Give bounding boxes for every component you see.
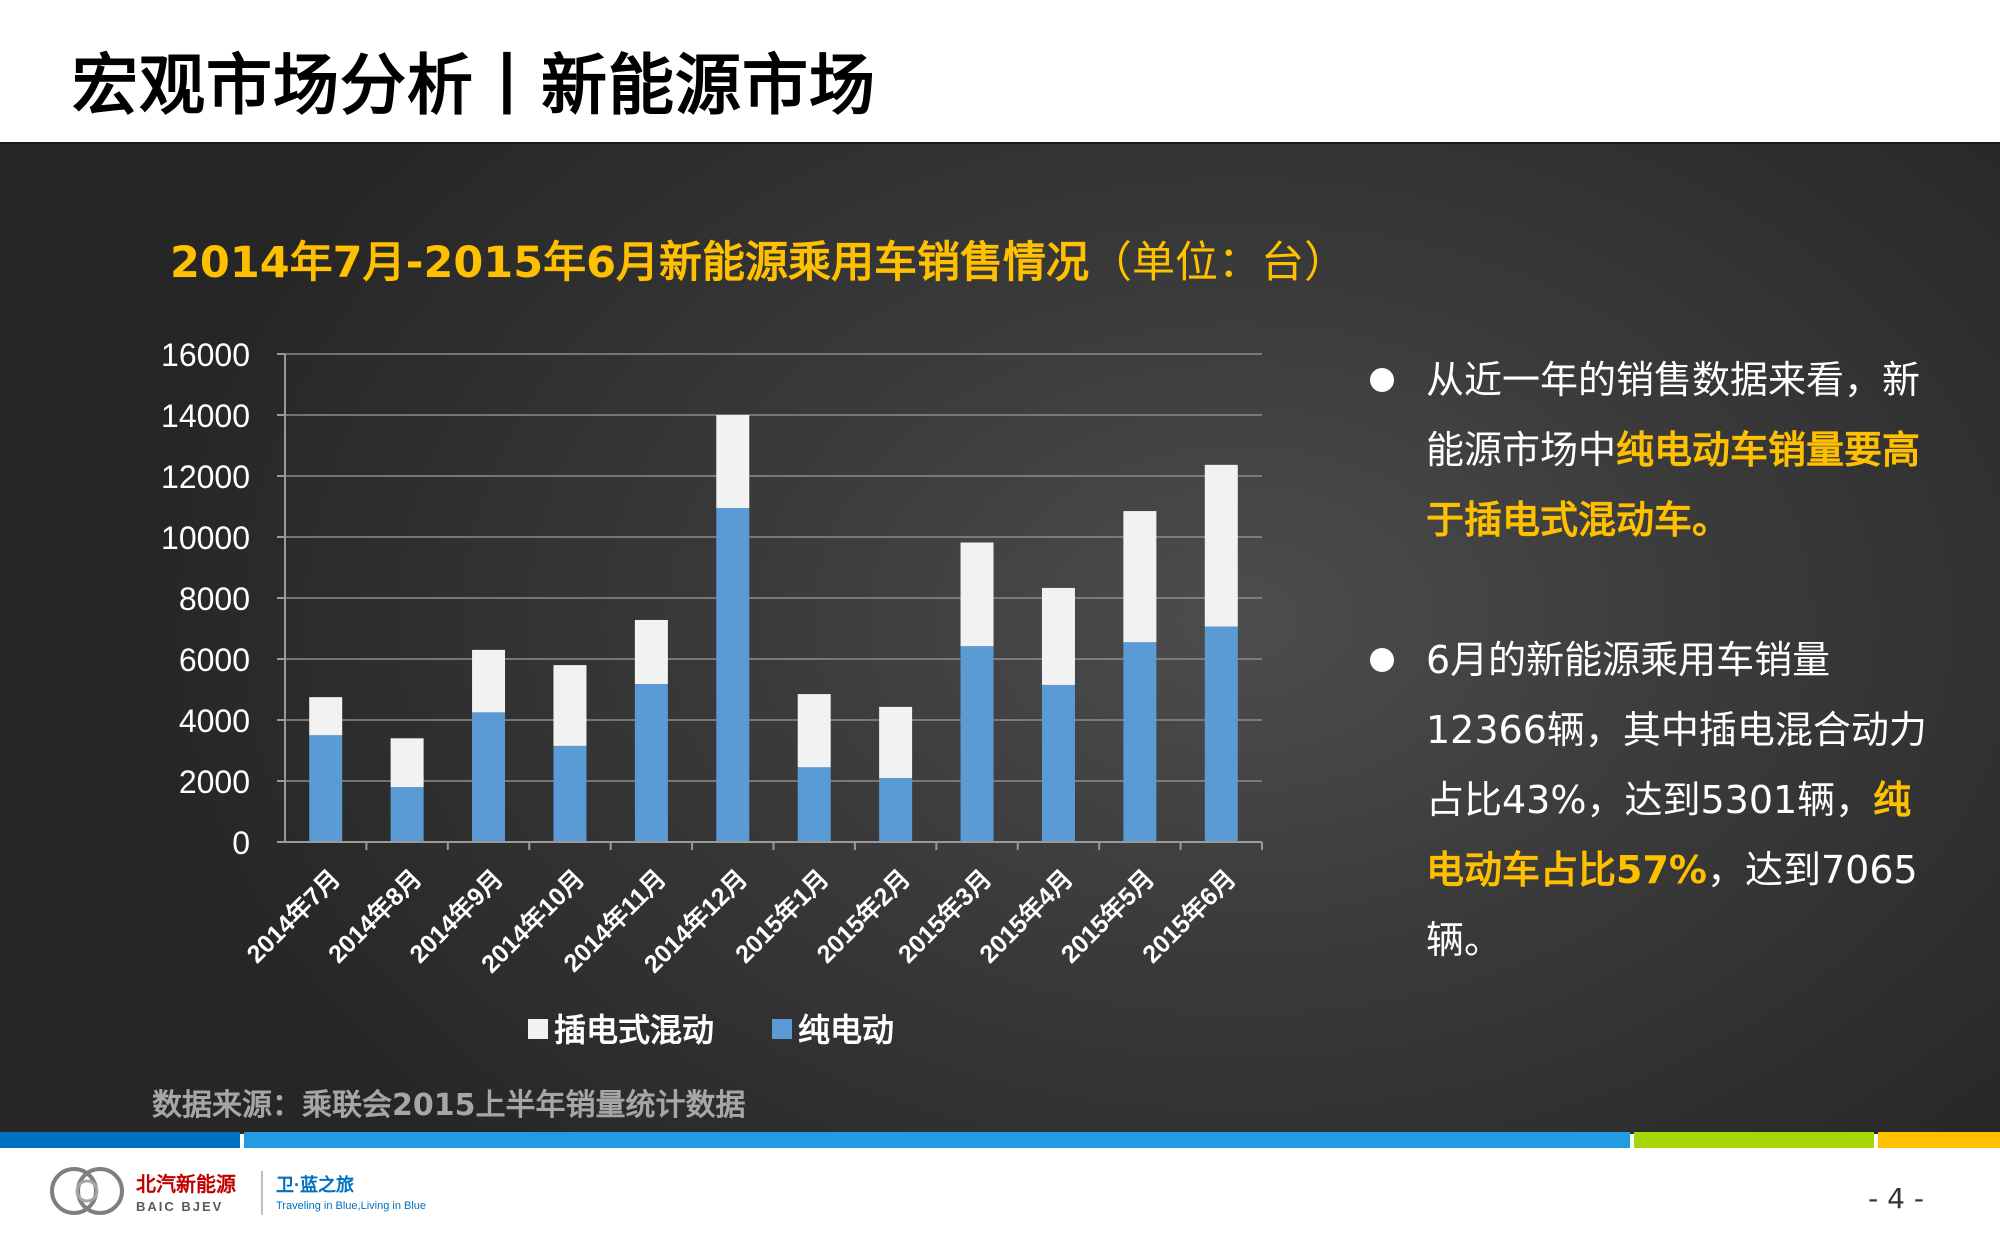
bar-ev	[472, 712, 506, 842]
bullet-item-1: 从近一年的销售数据来看，新能源市场中纯电动车销量要高于插电式混动车。	[1370, 345, 1930, 555]
bar-phev	[797, 694, 831, 768]
y-tick-labels: 16000 14000 12000 10000 8000 6000 4000 2000 0	[161, 337, 250, 861]
y-tick-label: 4000	[179, 703, 250, 739]
slogan-cn: 卫·蓝之旅	[276, 1174, 354, 1195]
highlight-text: 纯电动车销量要高于插电式混动车。	[1426, 428, 1921, 542]
bullet-list: 从近一年的销售数据来看，新能源市场中纯电动车销量要高于插电式混动车。 6月的新能…	[1370, 345, 1930, 975]
legend-swatch	[528, 1019, 548, 1039]
baic-logo-icon	[50, 1167, 124, 1215]
bar-phev	[390, 738, 424, 788]
grid-lines	[285, 353, 1262, 782]
brand-cn: 北汽新能源	[136, 1172, 236, 1196]
y-tick-label: 0	[232, 825, 250, 861]
bar-phev	[634, 619, 668, 685]
bullet-dot-icon	[1370, 648, 1394, 672]
bar-phev	[309, 697, 343, 736]
bar-ev	[716, 508, 750, 842]
bar-ev	[390, 787, 424, 842]
legend-swatch	[772, 1019, 792, 1039]
bar-phev	[553, 665, 587, 746]
bullet-text: 6月的新能源乘用车销量12366辆，其中插电混合动力占比43%，达到5301辆，	[1426, 638, 1927, 822]
slide-title: 宏观市场分析丨新能源市场	[72, 47, 876, 124]
bar-ev	[553, 745, 587, 842]
y-tick-label: 6000	[179, 642, 250, 678]
color-stripe	[0, 1132, 240, 1148]
legend-label: 插电式混动	[554, 1012, 714, 1048]
axes	[277, 353, 1263, 850]
bar-phev	[716, 415, 750, 509]
legend-label: 纯电动	[798, 1012, 894, 1048]
page-number: - 4 -	[1868, 1182, 1924, 1215]
y-tick-label: 10000	[161, 520, 250, 556]
bar-ev	[634, 684, 668, 842]
bar-ev	[1123, 642, 1157, 842]
y-tick-label: 16000	[161, 337, 250, 373]
y-tick-label: 12000	[161, 459, 250, 495]
color-stripe	[244, 1132, 1630, 1148]
chart-title-unit: （单位：台）	[1089, 238, 1348, 288]
y-tick-label: 14000	[161, 398, 250, 434]
color-stripe-bar	[0, 1132, 2000, 1148]
data-source-note: 数据来源：乘联会2015上半年销量统计数据	[152, 1088, 746, 1123]
chart-title: 2014年7月-2015年6月新能源乘用车销售情况（单位：台）	[170, 228, 1347, 290]
bar-phev	[1041, 587, 1075, 685]
bullet-dot-icon	[1370, 368, 1394, 392]
bar-phev	[960, 542, 994, 647]
bullet-item-2: 6月的新能源乘用车销量12366辆，其中插电混合动力占比43%，达到5301辆，…	[1370, 625, 1930, 975]
bullet-text: ，达到7065辆。	[1426, 848, 1918, 962]
dark-panel	[0, 142, 2000, 1134]
bar-phev	[1123, 511, 1157, 643]
color-stripe	[1878, 1132, 2000, 1148]
bar-ev	[1204, 626, 1238, 842]
y-tick-label: 2000	[179, 764, 250, 800]
bar-phev	[472, 649, 506, 713]
chart-legend: 插电式混动 纯电动	[528, 1012, 894, 1048]
bars	[309, 415, 1238, 842]
color-stripe	[1634, 1132, 1874, 1148]
bar-ev	[1041, 684, 1075, 842]
chart-title-main: 2014年7月-2015年6月新能源乘用车销售情况	[170, 238, 1090, 288]
bar-phev	[879, 706, 913, 778]
bar-ev	[797, 767, 831, 842]
x-tick-labels: 2014年7月2014年8月2014年9月2014年10月2014年11月201…	[241, 864, 1242, 979]
slogan-en: Traveling in Blue,Living in Blue	[276, 1200, 426, 1212]
y-tick-label: 8000	[179, 581, 250, 617]
bar-ev	[879, 777, 913, 842]
bar-ev	[960, 646, 994, 842]
bar-phev	[1204, 464, 1238, 627]
bullet-text: 从近一年的销售数据来看，新能源市场中	[1426, 358, 1921, 472]
brand-en: BAIC BJEV	[136, 1199, 223, 1214]
footer-logo: 北汽新能源 BAIC BJEV 卫·蓝之旅 Traveling in Blue,…	[50, 1167, 426, 1215]
bar-ev	[309, 735, 343, 842]
highlight-text: 纯电动车占比57%	[1426, 778, 1912, 892]
